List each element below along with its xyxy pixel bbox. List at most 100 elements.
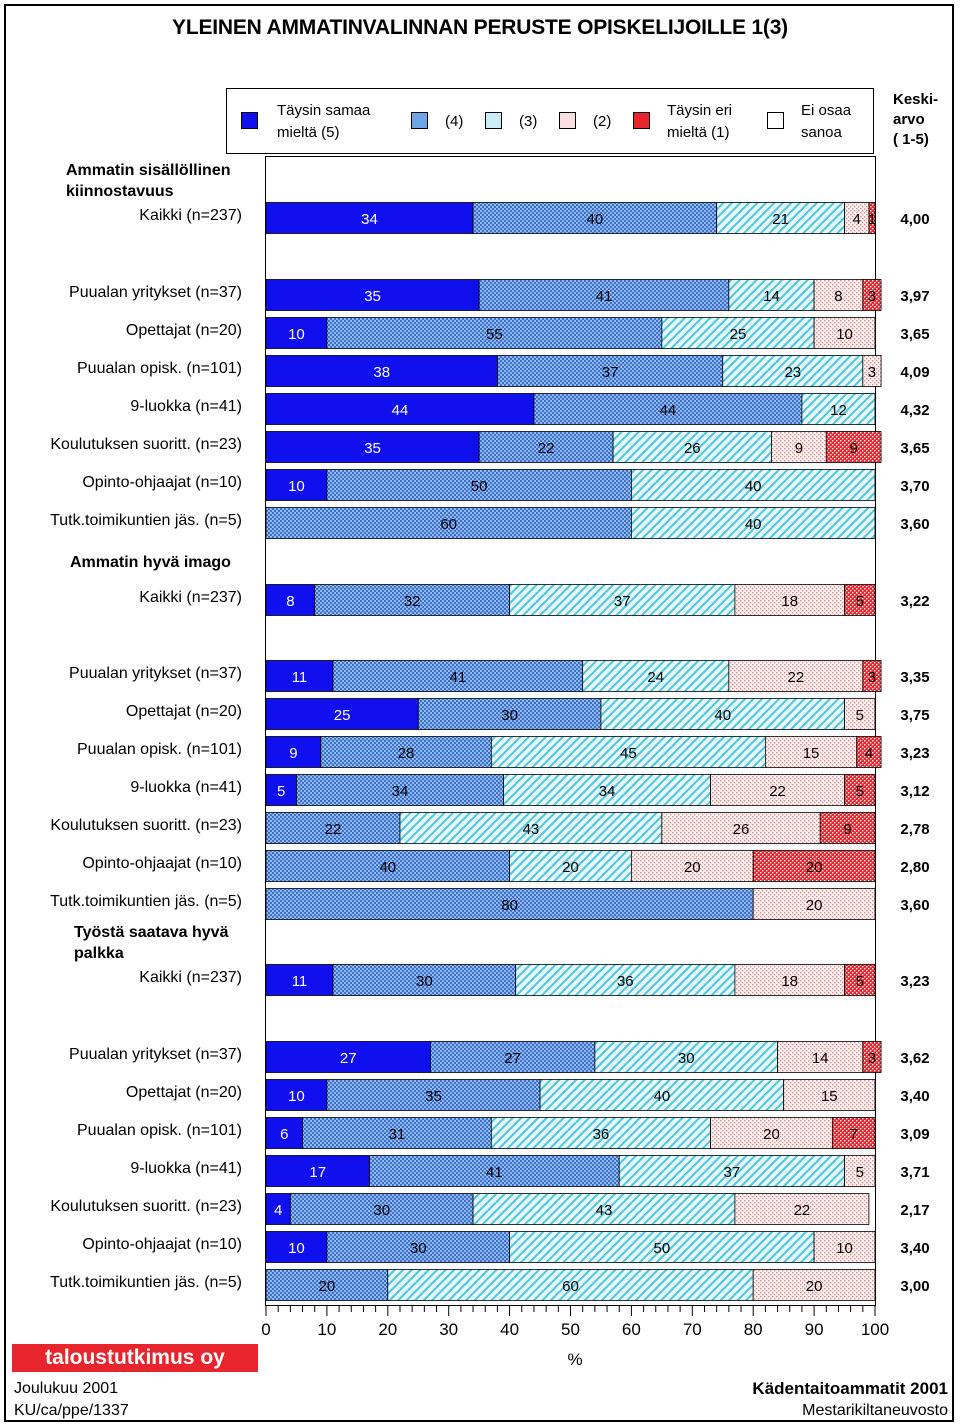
mean-value: 3,22 bbox=[900, 593, 930, 610]
x-tick-label: 10 bbox=[317, 1320, 337, 1339]
data-label: 38 bbox=[373, 364, 390, 381]
footer-code: KU/ca/ppe/1337 bbox=[14, 1402, 129, 1419]
data-label: 41 bbox=[486, 1164, 503, 1181]
bar-segment-s5 bbox=[265, 698, 419, 730]
bar-segment-s4 bbox=[533, 393, 803, 425]
bar-segment-s4 bbox=[332, 660, 584, 692]
bar-segment-s1 bbox=[831, 1117, 876, 1149]
bar-segment-s3 bbox=[716, 202, 845, 234]
data-label: 26 bbox=[733, 821, 750, 838]
bar-segment-s5 bbox=[265, 355, 498, 387]
company-logo: taloustutkimus oy bbox=[12, 1344, 258, 1372]
data-label: 9 bbox=[289, 745, 297, 762]
mean-value: 4,32 bbox=[900, 402, 930, 419]
data-label: 40 bbox=[379, 859, 396, 876]
bar-segment-s1 bbox=[862, 660, 882, 692]
data-label: 20 bbox=[684, 859, 701, 876]
data-label: 31 bbox=[389, 1126, 406, 1143]
x-tick-label: 60 bbox=[621, 1320, 641, 1339]
data-label: 55 bbox=[486, 326, 503, 343]
data-label: 30 bbox=[410, 1240, 427, 1257]
data-label: 17 bbox=[309, 1164, 326, 1181]
bar-segment-s3 bbox=[612, 431, 772, 463]
legend-label-s4: (4) bbox=[445, 113, 464, 130]
mean-value: 3,62 bbox=[900, 1050, 930, 1067]
group-title-line1: Ammatin sisällöllinen bbox=[66, 162, 231, 179]
data-label: 8 bbox=[834, 288, 842, 305]
data-label: 22 bbox=[769, 783, 786, 800]
data-label: 3 bbox=[868, 364, 876, 381]
data-label: 60 bbox=[440, 516, 457, 533]
data-label: 22 bbox=[787, 669, 804, 686]
bar-segment-s3 bbox=[387, 1269, 754, 1301]
bar-segment-s4 bbox=[497, 355, 724, 387]
data-label: 22 bbox=[794, 1202, 811, 1219]
data-label: 41 bbox=[449, 669, 466, 686]
data-label: 1 bbox=[868, 211, 876, 228]
data-label: 20 bbox=[319, 1278, 336, 1295]
data-label: 44 bbox=[660, 402, 677, 419]
data-label: 45 bbox=[620, 745, 637, 762]
mean-value: 3,65 bbox=[900, 326, 930, 343]
data-label: 50 bbox=[471, 478, 488, 495]
data-label: 37 bbox=[614, 593, 631, 610]
bar-segment-s3 bbox=[509, 584, 736, 616]
mean-value: 2,78 bbox=[900, 821, 930, 838]
row-label: Koulutuksen suoritt. (n=23) bbox=[50, 817, 242, 834]
bar-segment-s3 bbox=[594, 1041, 778, 1073]
bar-segment-s2 bbox=[813, 317, 876, 349]
data-label: 18 bbox=[781, 973, 798, 990]
bar-segment-s2 bbox=[844, 698, 876, 730]
row-label: 9-luokka (n=41) bbox=[130, 779, 242, 796]
bar-segment-s3 bbox=[631, 507, 876, 539]
x-tick-label: 80 bbox=[743, 1320, 763, 1339]
data-label: 22 bbox=[325, 821, 342, 838]
bar-segment-s5 bbox=[265, 431, 480, 463]
data-label: 7 bbox=[850, 1126, 858, 1143]
legend-label-eos-line1: Ei osaa bbox=[801, 102, 852, 119]
bar-segment-s4 bbox=[265, 507, 632, 539]
mean-value: 3,35 bbox=[900, 669, 930, 686]
row-label: 9-luokka (n=41) bbox=[130, 398, 242, 415]
bar-segment-s1 bbox=[844, 774, 876, 806]
data-label: 32 bbox=[404, 593, 421, 610]
x-tick-label: 90 bbox=[804, 1320, 824, 1339]
row-label: Puualan opisk. (n=101) bbox=[77, 741, 242, 758]
mean-value: 2,80 bbox=[900, 859, 930, 876]
group-title-line2: palkka bbox=[74, 945, 124, 962]
data-label: 40 bbox=[745, 478, 762, 495]
data-label: 40 bbox=[745, 516, 762, 533]
mean-value: 3,12 bbox=[900, 783, 930, 800]
x-tick-label: 100 bbox=[860, 1320, 890, 1339]
legend-label-s5-line2: mieltä (5) bbox=[277, 124, 340, 141]
bar-segment-s5 bbox=[265, 279, 480, 311]
data-label: 11 bbox=[292, 669, 308, 686]
bar-segment-s3 bbox=[801, 393, 876, 425]
x-tick-label: 40 bbox=[500, 1320, 520, 1339]
mean-value: 3,65 bbox=[900, 440, 930, 457]
bar-segment-s5 bbox=[265, 469, 328, 501]
data-label: 36 bbox=[593, 1126, 610, 1143]
group-title-line1: Työstä saatava hyvä bbox=[74, 924, 229, 941]
data-label: 20 bbox=[806, 1278, 823, 1295]
mean-value: 3,23 bbox=[900, 973, 930, 990]
data-label: 5 bbox=[277, 783, 285, 800]
bar-segment-s3 bbox=[490, 736, 766, 768]
mean-column-header: Keski- arvo ( 1-5) bbox=[893, 90, 953, 150]
bar-segment-s4 bbox=[289, 1193, 474, 1225]
data-label: 43 bbox=[523, 821, 540, 838]
mean-value: 2,17 bbox=[900, 1202, 930, 1219]
data-label: 60 bbox=[562, 1278, 579, 1295]
row-label: Opettajat (n=20) bbox=[125, 1084, 242, 1101]
data-label: 36 bbox=[617, 973, 634, 990]
bar-segment-s4 bbox=[326, 1079, 541, 1111]
mean-value: 3,75 bbox=[900, 707, 930, 724]
mean-value: 3,23 bbox=[900, 745, 930, 762]
bar-segment-s2 bbox=[862, 355, 882, 387]
legend-label-s1-line1: Täysin eri bbox=[667, 102, 733, 119]
data-label: 10 bbox=[288, 1088, 305, 1105]
data-label: 40 bbox=[587, 211, 604, 228]
mean-value: 3,97 bbox=[900, 288, 930, 305]
chart-frame bbox=[4, 4, 954, 1422]
